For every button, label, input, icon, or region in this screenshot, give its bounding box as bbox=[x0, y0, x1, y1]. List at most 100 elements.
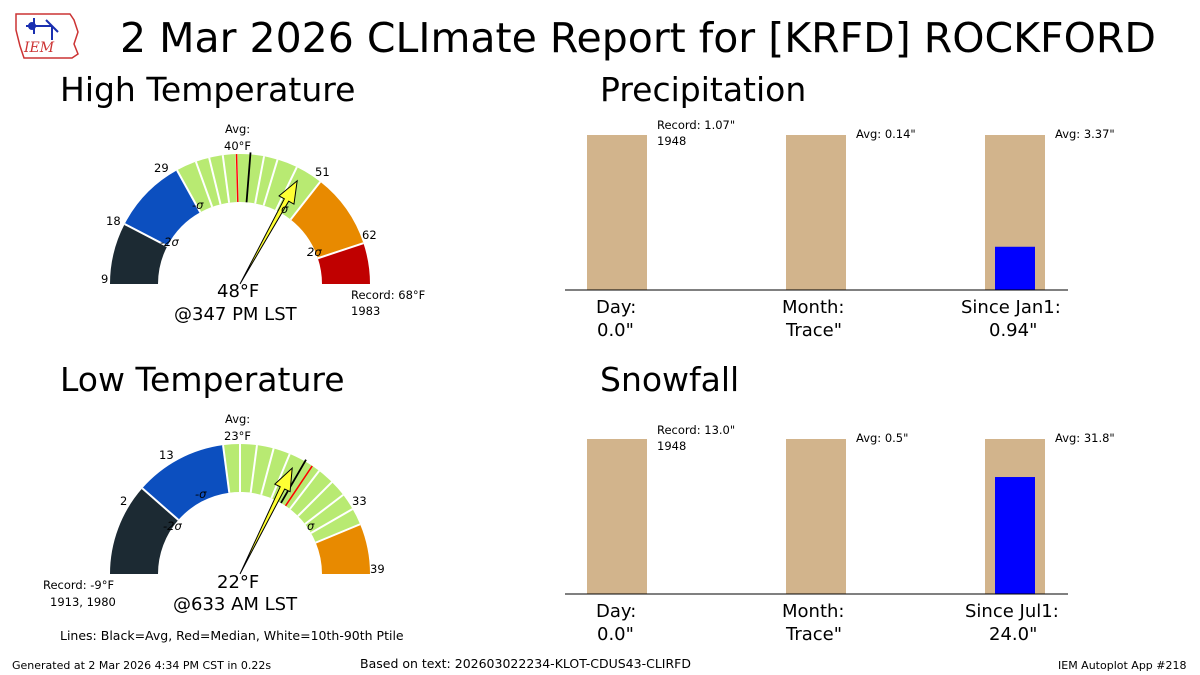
low-minus-2sigma: -2σ bbox=[163, 519, 182, 533]
snow-obs-bar-2 bbox=[995, 477, 1035, 594]
high-gauge-avg-line bbox=[245, 152, 252, 203]
iem-logo: IEM bbox=[15, 13, 79, 59]
precip-month-annot: Avg: 0.14" bbox=[856, 127, 916, 141]
high-reading: 48°F bbox=[217, 281, 260, 302]
svg-text:IEM: IEM bbox=[23, 40, 55, 56]
snow-since-label: Since Jul1: bbox=[965, 601, 1059, 622]
snow-day-annot: Record: 13.0" bbox=[657, 423, 736, 437]
low-gauge-band-edge-1 bbox=[222, 444, 231, 493]
precip-day-annot-year: 1948 bbox=[657, 134, 687, 148]
high-temp-gauge bbox=[110, 152, 370, 285]
snow-title: Snowfall bbox=[600, 360, 740, 399]
high-gauge-ptile-line-4 bbox=[254, 156, 266, 204]
snow-since-value: 24.0" bbox=[989, 624, 1038, 645]
low-avg-label: Avg: bbox=[225, 412, 251, 426]
snow-ref-bar-0 bbox=[587, 439, 647, 594]
low-gauge-ptile-line-5 bbox=[297, 481, 333, 517]
high-temp-title: High Temperature bbox=[60, 70, 356, 109]
low-tick-39: 39 bbox=[370, 562, 385, 576]
low-record: Record: -9°F bbox=[43, 578, 115, 592]
high-minus-2sigma: -2σ bbox=[160, 235, 179, 249]
high-record-year: 1983 bbox=[351, 304, 381, 318]
snow-month-label: Month: bbox=[782, 601, 845, 622]
high-gauge-ptile-line-2 bbox=[221, 155, 231, 203]
high-2sigma: 2σ bbox=[307, 245, 322, 259]
snow-month-value: Trace" bbox=[786, 624, 843, 645]
snow-month-annot: Avg: 0.5" bbox=[856, 431, 909, 445]
precip-bar-chart bbox=[565, 135, 1068, 291]
precip-snow-bars bbox=[565, 135, 1068, 595]
high-gauge-band-edge-2 bbox=[289, 181, 322, 221]
snow-since-annot: Avg: 31.8" bbox=[1055, 431, 1115, 445]
weather-station-icon bbox=[26, 18, 59, 40]
high-gauge-ptile-line-0 bbox=[194, 161, 214, 208]
footer-app: IEM Autoplot App #218 bbox=[1058, 659, 1187, 672]
low-gauge-ptile-line-2 bbox=[260, 448, 275, 496]
high-sigma: σ bbox=[281, 202, 289, 216]
low-tick-13: 13 bbox=[159, 448, 174, 462]
low-sigma: σ bbox=[307, 519, 315, 533]
high-gauge-band-4 bbox=[317, 243, 370, 284]
precip-obs-bar-2 bbox=[995, 246, 1035, 290]
snow-day-label: Day: bbox=[596, 601, 637, 622]
footer-based-on: Based on text: 202603022234-KLOT-CDUS43-… bbox=[360, 656, 691, 671]
high-gauge-band-edge-3 bbox=[317, 242, 364, 260]
high-minus-sigma: -σ bbox=[192, 198, 204, 212]
precip-day-label: Day: bbox=[596, 297, 637, 318]
low-reading: 22°F bbox=[217, 572, 260, 593]
low-tick-33: 33 bbox=[352, 494, 367, 508]
snow-day-value: 0.0" bbox=[597, 624, 634, 645]
precip-month-value: Trace" bbox=[786, 320, 843, 341]
high-time: @347 PM LST bbox=[174, 304, 297, 325]
snow-ref-bar-1 bbox=[786, 439, 846, 594]
low-tick-2: 2 bbox=[120, 494, 128, 508]
low-minus-sigma: -σ bbox=[195, 487, 207, 501]
precip-ref-bar-0 bbox=[587, 135, 647, 290]
high-tick-9: 9 bbox=[101, 272, 109, 286]
low-gauge-band-3 bbox=[315, 524, 370, 574]
precip-title: Precipitation bbox=[600, 70, 807, 109]
temperature-gauges bbox=[110, 152, 370, 575]
high-gauge-ptile-line-1 bbox=[208, 157, 222, 205]
low-gauge-median-line bbox=[284, 465, 313, 507]
high-tick-51: 51 bbox=[315, 165, 330, 179]
high-gauge-ptile-line-6 bbox=[274, 166, 298, 211]
high-gauge-median-line bbox=[235, 154, 239, 203]
low-gauge-band-edge-2 bbox=[315, 523, 361, 544]
footer-generated: Generated at 2 Mar 2026 4:34 PM CST in 0… bbox=[12, 659, 272, 672]
low-gauge-ptile-line-3 bbox=[270, 453, 291, 499]
high-tick-62: 62 bbox=[362, 228, 377, 242]
low-gauge-avg-line bbox=[280, 459, 307, 504]
high-gauge-band-1 bbox=[124, 170, 201, 247]
low-gauge-band-2 bbox=[223, 444, 361, 543]
high-tick-18: 18 bbox=[106, 214, 121, 228]
snow-day-annot-year: 1948 bbox=[657, 439, 687, 453]
snow-bar-chart bbox=[565, 439, 1068, 595]
high-avg-value: 40°F bbox=[224, 139, 251, 153]
low-temp-gauge bbox=[110, 444, 370, 575]
precip-since-annot: Avg: 3.37" bbox=[1055, 127, 1115, 141]
high-gauge-needle bbox=[239, 179, 298, 285]
precip-day-annot: Record: 1.07" bbox=[657, 118, 736, 132]
low-gauge-ptile-line-7 bbox=[310, 508, 354, 534]
high-record: Record: 68°F bbox=[351, 288, 426, 302]
legend-note: Lines: Black=Avg, Red=Median, White=10th… bbox=[60, 628, 404, 643]
precip-since-label: Since Jan1: bbox=[961, 297, 1061, 318]
low-gauge-needle bbox=[239, 466, 293, 575]
low-gauge-ptile-line-1 bbox=[249, 444, 258, 493]
high-gauge-band-edge-0 bbox=[124, 223, 168, 248]
precip-since-value: 0.94" bbox=[989, 320, 1038, 341]
high-tick-29: 29 bbox=[154, 161, 169, 175]
low-avg-value: 23°F bbox=[224, 429, 251, 443]
low-gauge-band-1 bbox=[142, 445, 230, 520]
low-gauge-band-edge-0 bbox=[141, 487, 180, 521]
high-gauge-band-3 bbox=[290, 181, 364, 259]
high-gauge-band-edge-1 bbox=[176, 169, 202, 213]
low-gauge-ptile-line-6 bbox=[304, 494, 344, 525]
low-gauge-band-0 bbox=[110, 488, 179, 574]
precip-month-label: Month: bbox=[782, 297, 845, 318]
high-gauge-ptile-line-5 bbox=[262, 159, 279, 206]
low-gauge-ptile-line-4 bbox=[289, 470, 320, 510]
page-title: 2 Mar 2026 CLImate Report for [KRFD] ROC… bbox=[120, 14, 1156, 62]
precip-day-value: 0.0" bbox=[597, 320, 634, 341]
